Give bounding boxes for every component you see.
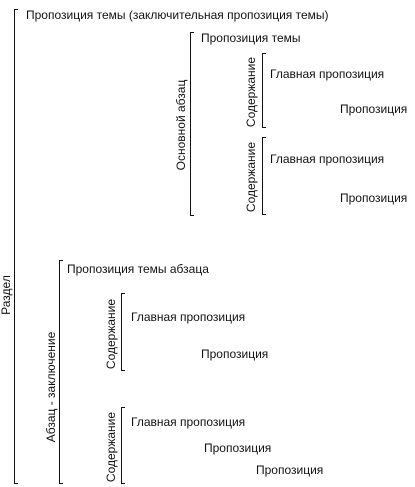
conclusion-paragraph-topic: Пропозиция темы абзаца bbox=[67, 262, 209, 276]
conclusion-content-1-item-1: Пропозиция bbox=[201, 347, 269, 361]
conclusion-content-2-label: Содержание bbox=[104, 411, 118, 483]
main-content-2-bracket bbox=[262, 137, 266, 215]
main-content-1-bracket bbox=[262, 53, 266, 128]
conclusion-paragraph-label: Абзац - заключение bbox=[44, 331, 58, 443]
conclusion-content-1-main: Главная пропозиция bbox=[131, 310, 246, 324]
section-topic-title: Пропозиция темы (заключительная пропозиц… bbox=[26, 8, 329, 22]
conclusion-content-1-label: Содержание bbox=[104, 298, 118, 370]
main-content-2-label: Содержание bbox=[244, 141, 258, 213]
main-paragraph-bracket bbox=[190, 32, 194, 216]
section-label: Раздел bbox=[0, 275, 13, 315]
main-paragraph-label: Основной абзац bbox=[174, 79, 188, 171]
conclusion-content-1-bracket bbox=[121, 293, 125, 371]
conclusion-paragraph-bracket bbox=[59, 260, 63, 484]
conclusion-content-2-item-2: Пропозиция bbox=[256, 463, 324, 477]
conclusion-content-2-main: Главная пропозиция bbox=[131, 415, 246, 429]
main-content-1-label: Содержание bbox=[244, 56, 258, 128]
conclusion-content-2-item-1: Пропозиция bbox=[204, 441, 272, 455]
conclusion-content-2-bracket bbox=[121, 407, 125, 484]
section-bracket bbox=[14, 9, 18, 484]
main-content-1-main: Главная пропозиция bbox=[270, 67, 385, 81]
main-content-2-item-1: Пропозиция bbox=[340, 191, 408, 205]
main-paragraph-topic: Пропозиция темы bbox=[201, 31, 301, 45]
main-content-2-main: Главная пропозиция bbox=[270, 152, 385, 166]
main-content-1-item-1: Пропозиция bbox=[340, 102, 408, 116]
